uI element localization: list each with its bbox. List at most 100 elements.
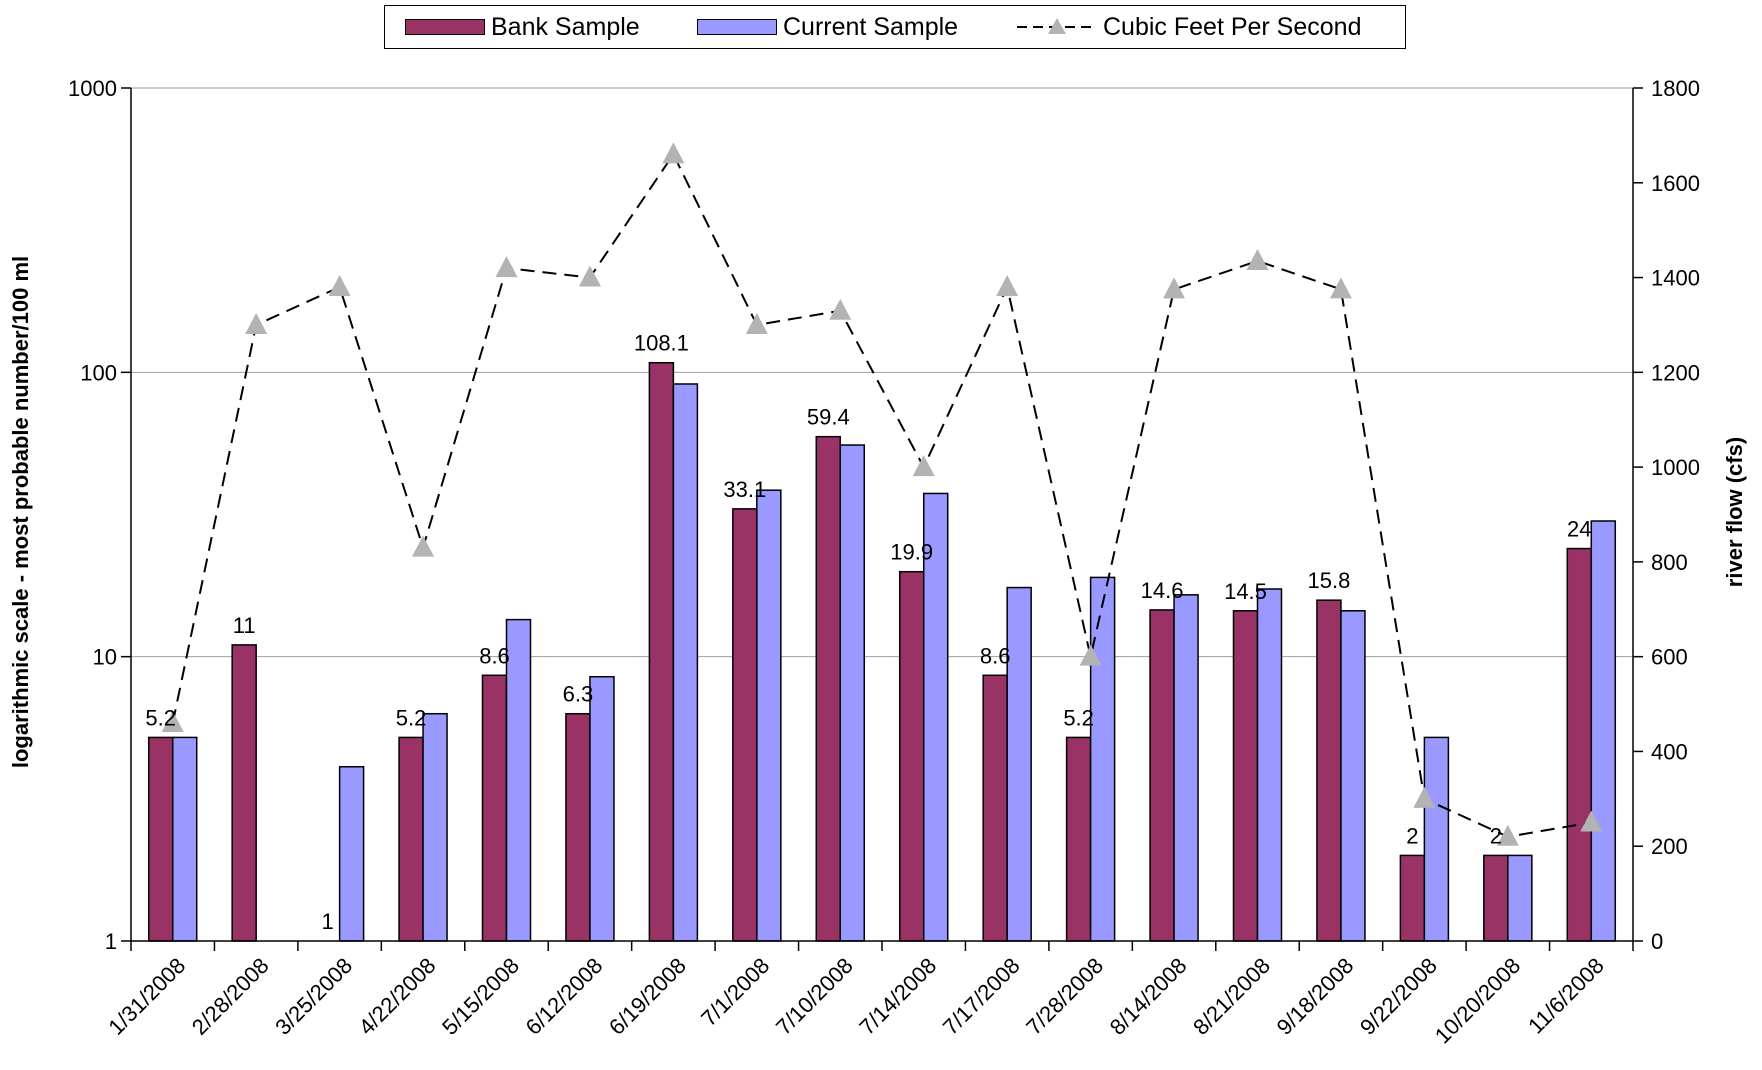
tick-labels: 1 10 100 1000 0 200 400 600 800 1000 1200 1400 1600 1… — [68, 76, 1700, 1048]
bar-current-sample — [171, 736, 198, 942]
bar-current-sample — [1256, 588, 1283, 942]
legend-item-current: Current Sample — [697, 6, 958, 48]
legend: Bank Sample Current Sample Cubic Feet Pe… — [384, 5, 1406, 49]
y-tick-label: 1000 — [68, 76, 117, 101]
bar-bank-sample — [398, 736, 424, 942]
y2-tick-label: 1400 — [1651, 266, 1700, 291]
flow-marker — [1329, 277, 1352, 299]
data-label: 5.2 — [145, 705, 176, 730]
data-label: 19.9 — [890, 540, 933, 565]
bar-bank-sample — [1566, 547, 1593, 942]
bar-current-sample — [589, 675, 615, 942]
x-tick-label: 8/14/2008 — [1105, 953, 1192, 1040]
y2-tick-label: 800 — [1651, 550, 1688, 575]
x-tick-label: 5/15/2008 — [437, 953, 524, 1040]
flow-marker — [745, 312, 768, 334]
y-tick-label: 10 — [93, 645, 117, 670]
bar-bank-sample — [1399, 854, 1426, 942]
flow-marker — [1413, 786, 1436, 808]
x-tick-label: 9/22/2008 — [1355, 953, 1442, 1040]
legend-swatch-flow — [1017, 18, 1097, 34]
data-label: 33.1 — [723, 477, 766, 502]
bar-current-sample — [505, 618, 532, 942]
data-label: 5.2 — [1063, 705, 1094, 730]
y2-tick-label: 0 — [1651, 929, 1663, 954]
bar-current-sample — [756, 489, 782, 942]
data-labels: 5.21115.28.66.3108.133.159.419.98.65.214… — [145, 331, 1591, 934]
bar-current-sample — [839, 444, 866, 942]
bar-current-sample — [1173, 594, 1199, 942]
legend-label-bank: Bank Sample — [491, 12, 640, 41]
data-label: 14.6 — [1141, 578, 1184, 603]
x-tick-label: 7/28/2008 — [1021, 953, 1108, 1040]
gridlines — [131, 87, 1633, 658]
data-label: 15.8 — [1308, 568, 1351, 593]
bar-bank-sample — [1149, 609, 1175, 942]
bar-bank-sample — [565, 712, 591, 942]
data-label: 8.6 — [980, 643, 1011, 668]
legend-label-flow: Cubic Feet Per Second — [1103, 12, 1362, 41]
y2-tick-label: 1600 — [1651, 171, 1700, 196]
x-tick-label: 2/28/2008 — [187, 953, 274, 1040]
y2-tick-label: 1200 — [1651, 360, 1700, 385]
flow-marker — [1163, 277, 1186, 299]
data-label: 2 — [1490, 823, 1502, 848]
data-label: 1 — [321, 909, 333, 934]
data-label: 59.4 — [807, 405, 850, 430]
bar-bank-sample — [147, 736, 174, 942]
y2-tick-label: 200 — [1651, 834, 1688, 859]
x-tick-label: 10/20/2008 — [1430, 953, 1526, 1049]
bar-current-sample — [922, 492, 949, 942]
legend-swatch-current — [697, 19, 777, 35]
bar-current-sample — [422, 712, 448, 942]
legend-swatch-bank — [405, 19, 485, 35]
y2-axis-label: river flow (cfs) — [1722, 437, 1747, 587]
x-tick-label: 4/22/2008 — [354, 953, 441, 1040]
bar-bank-sample — [982, 674, 1008, 942]
legend-label-current: Current Sample — [783, 12, 959, 41]
data-label: 108.1 — [634, 331, 689, 356]
flow-marker — [1580, 810, 1603, 832]
data-label: 8.6 — [479, 643, 510, 668]
bar-bank-sample — [1483, 854, 1509, 942]
bar-bank-sample — [648, 361, 675, 942]
flow-marker — [996, 275, 1019, 297]
axes — [121, 87, 1643, 951]
x-tick-label: 7/17/2008 — [938, 953, 1025, 1040]
bar-current-sample — [1423, 736, 1450, 942]
x-tick-label: 8/21/2008 — [1188, 953, 1275, 1040]
bar-current-sample — [1089, 576, 1116, 942]
x-tick-label: 11/6/2008 — [1523, 953, 1609, 1039]
data-label: 24 — [1567, 517, 1591, 542]
data-label: 6.3 — [563, 682, 594, 707]
y2-tick-label: 1000 — [1651, 455, 1700, 480]
bar-current-sample — [1590, 520, 1617, 942]
bar-bank-sample — [732, 508, 758, 942]
data-label: 2 — [1406, 823, 1418, 848]
data-label: 14.5 — [1224, 579, 1267, 604]
flow-marker — [1246, 248, 1269, 270]
flow-marker — [328, 275, 351, 297]
bar-bank-sample — [1316, 599, 1342, 942]
x-tick-label: 7/10/2008 — [771, 953, 858, 1040]
flow-line-path — [171, 152, 1592, 838]
bar-bank-sample — [231, 644, 257, 942]
bar-bank-sample — [481, 674, 508, 942]
flow-marker — [578, 265, 601, 287]
y-tick-label: 1 — [105, 929, 117, 954]
x-tick-label: 7/1/2008 — [696, 953, 774, 1031]
flow-marker — [412, 535, 435, 557]
flow-marker — [662, 142, 685, 164]
flow-marker — [829, 298, 852, 320]
x-tick-label: 9/18/2008 — [1272, 953, 1359, 1040]
flow-marker — [495, 256, 518, 278]
legend-item-flow: Cubic Feet Per Second — [1017, 6, 1361, 48]
data-label: 11 — [233, 613, 256, 638]
x-tick-label: 3/25/2008 — [270, 953, 357, 1040]
y2-tick-label: 1800 — [1651, 76, 1700, 101]
flow-marker — [245, 312, 268, 334]
bar-bank-sample — [1232, 610, 1259, 942]
x-tick-label: 6/12/2008 — [521, 953, 608, 1040]
bar-current-sample — [1340, 610, 1366, 942]
y-tick-label: 100 — [80, 360, 117, 385]
